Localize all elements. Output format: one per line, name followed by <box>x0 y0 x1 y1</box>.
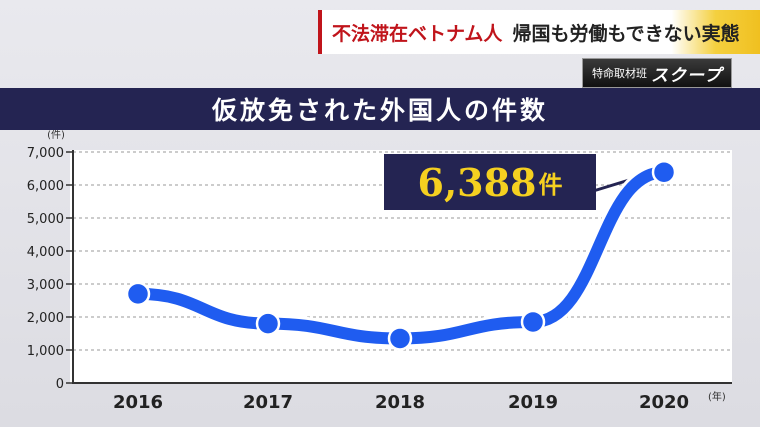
caption-accent-stripe <box>318 10 322 54</box>
x-axis: (年) 2016 2017 2018 2019 2020 <box>73 382 732 413</box>
callout-unit: 件 <box>538 170 563 199</box>
y-tick-label: 1,000 <box>27 344 64 359</box>
data-point <box>651 159 677 185</box>
caption-subheadline: 帰国も労働もできない実態 <box>512 22 740 45</box>
news-caption-bar: 不法滞在ベトナム人 帰国も労働もできない実態 <box>318 10 760 54</box>
scoop-badge-team: 特命取材班 <box>592 67 647 80</box>
x-tick-label: 2020 <box>639 392 689 413</box>
value-callout: 6,388 件 <box>384 154 596 210</box>
callout-value: 6,388 <box>417 159 537 205</box>
y-tick-label: 0 <box>56 377 64 392</box>
grid-lines <box>73 151 732 351</box>
y-unit-label: (件) <box>47 130 65 141</box>
x-tick-label: 2019 <box>508 392 558 413</box>
line-chart: (件) 0 1,000 2,000 3,000 4,000 5,000 6,000 7,000… <box>27 130 732 413</box>
y-tick-label: 4,000 <box>27 245 64 260</box>
series-line-path <box>132 166 670 345</box>
x-tick-label: 2017 <box>243 392 293 413</box>
scoop-badge: 特命取材班 スクープ <box>582 58 732 88</box>
scoop-badge-label: スクープ <box>651 65 722 86</box>
y-tick-label: 6,000 <box>27 179 64 194</box>
y-tick-label: 2,000 <box>27 311 64 326</box>
data-point <box>125 281 151 307</box>
y-tick-label: 3,000 <box>27 278 64 293</box>
data-point <box>520 309 546 335</box>
x-tick-label: 2018 <box>375 392 425 413</box>
y-tick-label: 5,000 <box>27 212 64 227</box>
caption-headline: 不法滞在ベトナム人 <box>332 22 503 45</box>
y-tick-label: 7,000 <box>27 146 64 161</box>
data-point <box>387 326 413 351</box>
chart-title-bar: 仮放免された外国人の件数 <box>0 88 760 130</box>
series-line <box>125 159 677 351</box>
data-point <box>255 311 281 336</box>
x-tick-label: 2016 <box>113 392 163 413</box>
y-axis: (件) 0 1,000 2,000 3,000 4,000 5,000 6,000 7,000 <box>27 130 74 392</box>
chart-title: 仮放免された外国人の件数 <box>211 96 548 125</box>
x-unit-label: (年) <box>708 390 726 403</box>
